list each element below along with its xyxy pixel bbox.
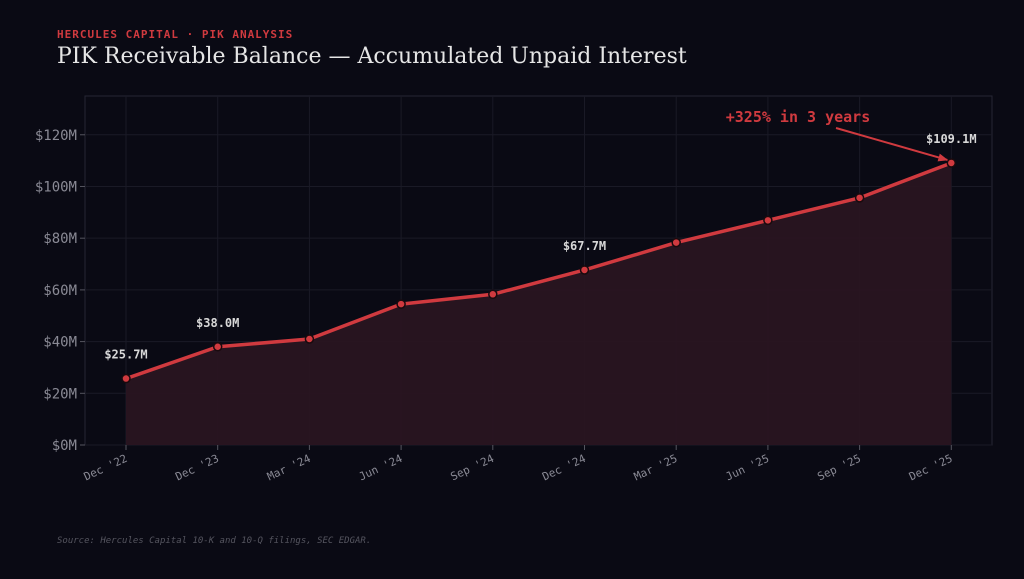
annotation-text: +325% in 3 years [726, 108, 871, 126]
y-tick-label: $120M [35, 128, 77, 144]
data-point [854, 193, 865, 203]
y-tick-label: $80M [43, 231, 77, 247]
y-tick-label: $20M [43, 386, 77, 402]
data-point [763, 215, 773, 226]
source-note: Source: Hercules Capital 10-K and 10-Q f… [57, 536, 372, 546]
data-labels: $25.7M $38.0M $67.7M $109.1M [104, 132, 976, 362]
area-fill [126, 162, 952, 445]
x-tick-label: Dec '24 [540, 452, 588, 484]
data-point [304, 334, 315, 344]
x-tick-label: Mar '24 [265, 452, 313, 484]
y-tick-label: $100M [35, 179, 77, 195]
annotation: +325% in 3 years [726, 108, 949, 162]
area-fill-path [126, 162, 952, 445]
data-point [396, 299, 406, 309]
data-label: $38.0M [196, 316, 239, 330]
data-label: $25.7M [104, 348, 147, 362]
data-point [212, 342, 223, 352]
data-label: $67.7M [563, 239, 606, 253]
y-tick-label: $40M [43, 335, 77, 351]
data-point [121, 373, 131, 384]
annotation-arrow [835, 127, 949, 162]
y-tick-label: $60M [43, 283, 77, 299]
data-points [121, 158, 957, 384]
x-tick-label: Dec '23 [173, 452, 221, 483]
x-axis-ticks: Dec '22 Dec '23 Mar '24 Jun '24 Sep '24 Dec '… [82, 445, 955, 483]
y-axis-ticks: $0M $20M $40M $60M $80M $100M $120M [35, 128, 85, 454]
chart-kicker: HERCULES CAPITAL · PIK ANALYSIS [57, 28, 294, 41]
data-point [671, 237, 681, 248]
series-line-path [124, 161, 954, 381]
x-tick-label: Jun '24 [357, 452, 405, 484]
x-tick-label: Jun '25 [724, 452, 772, 483]
x-tick-label: Dec '22 [82, 452, 130, 483]
data-point [579, 265, 590, 275]
series-line [124, 161, 954, 381]
data-point [946, 158, 957, 168]
x-tick-label: Mar '25 [632, 452, 680, 483]
x-tick-label: Sep '24 [449, 452, 497, 484]
data-label: $109.1M [926, 132, 977, 146]
data-point [488, 289, 498, 300]
y-tick-label: $0M [52, 438, 77, 454]
chart-title: PIK Receivable Balance — Accumulated Unp… [57, 44, 687, 69]
x-tick-label: Dec '25 [907, 452, 955, 483]
x-tick-label: Sep '25 [815, 452, 863, 483]
